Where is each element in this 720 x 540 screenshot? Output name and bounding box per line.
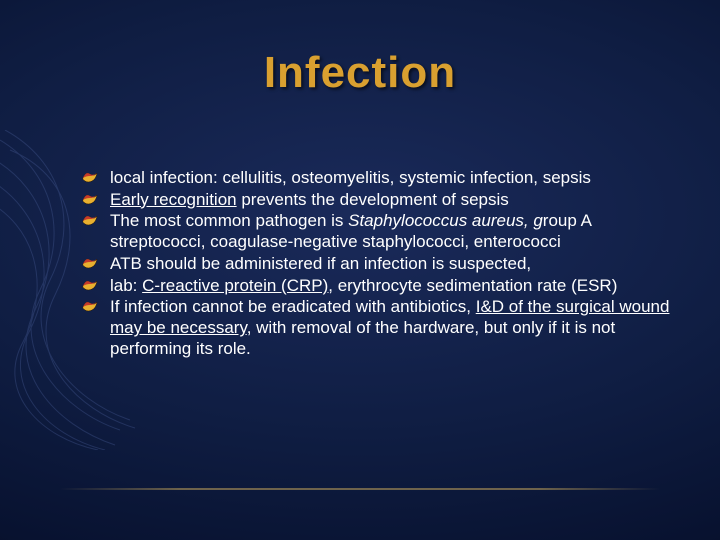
bullet-text: lab: C-reactive protein (CRP), erythrocy… bbox=[110, 276, 617, 295]
slide: Infection local infection: cellulitis, o… bbox=[0, 0, 720, 540]
bullet-text: The most common pathogen is Staphylococc… bbox=[110, 211, 591, 251]
bullet-icon bbox=[82, 215, 98, 227]
bullet-icon bbox=[82, 301, 98, 313]
bullet-text: If infection cannot be eradicated with a… bbox=[110, 297, 669, 357]
bullet-item: Early recognition prevents the developme… bbox=[82, 190, 670, 211]
bullet-item: If infection cannot be eradicated with a… bbox=[82, 297, 670, 359]
bullet-item: ATB should be administered if an infecti… bbox=[82, 254, 670, 275]
bullet-item: The most common pathogen is Staphylococc… bbox=[82, 211, 670, 252]
bullet-text: local infection: cellulitis, osteomyelit… bbox=[110, 168, 591, 187]
bullet-icon bbox=[82, 194, 98, 206]
slide-title: Infection bbox=[0, 48, 720, 98]
bullet-icon bbox=[82, 172, 98, 184]
bullet-item: local infection: cellulitis, osteomyelit… bbox=[82, 168, 670, 189]
bullet-icon bbox=[82, 280, 98, 292]
slide-content: local infection: cellulitis, osteomyelit… bbox=[82, 168, 670, 361]
bullet-text: Early recognition prevents the developme… bbox=[110, 190, 509, 209]
bullet-icon bbox=[82, 258, 98, 270]
bullet-text: ATB should be administered if an infecti… bbox=[110, 254, 531, 273]
bullet-list: local infection: cellulitis, osteomyelit… bbox=[82, 168, 670, 360]
footer-line bbox=[60, 488, 660, 490]
bullet-item: lab: C-reactive protein (CRP), erythrocy… bbox=[82, 276, 670, 297]
